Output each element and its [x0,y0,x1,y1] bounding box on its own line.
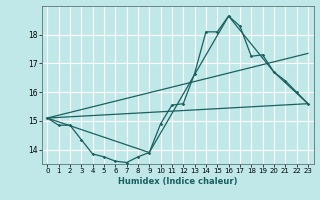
X-axis label: Humidex (Indice chaleur): Humidex (Indice chaleur) [118,177,237,186]
